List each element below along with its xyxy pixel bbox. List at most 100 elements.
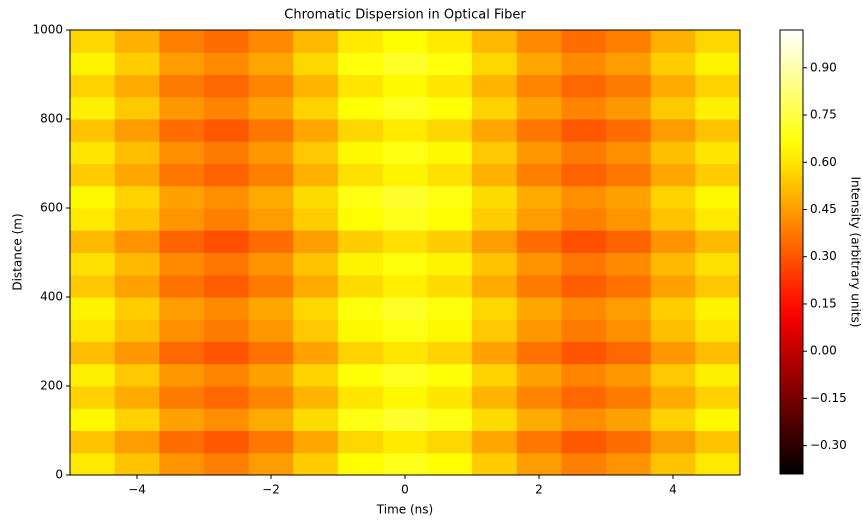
heatmap-cell bbox=[427, 208, 473, 231]
heatmap-cell bbox=[338, 386, 384, 409]
heatmap-cell bbox=[472, 363, 518, 387]
heatmap-cell bbox=[114, 52, 160, 75]
heatmap-cell bbox=[338, 208, 384, 231]
colorbar-label: Intensity (arbitrary units) bbox=[849, 177, 863, 328]
heatmap-cell bbox=[695, 163, 741, 187]
heatmap-cell bbox=[516, 30, 562, 53]
heatmap-cell bbox=[159, 252, 205, 276]
heatmap-cell bbox=[114, 452, 160, 476]
heatmap-cell bbox=[427, 141, 473, 164]
heatmap-cell bbox=[382, 185, 428, 209]
heatmap-cell bbox=[695, 74, 741, 98]
heatmap-cell bbox=[382, 230, 428, 253]
heatmap-cell bbox=[114, 430, 160, 454]
heatmap-cell bbox=[650, 30, 696, 53]
heatmap-cell bbox=[338, 408, 384, 431]
heatmap-cell bbox=[204, 230, 250, 253]
heatmap-cell bbox=[293, 252, 339, 276]
heatmap-cell bbox=[650, 341, 696, 365]
heatmap-cell bbox=[159, 319, 205, 342]
heatmap-cell bbox=[427, 230, 473, 253]
heatmap-cell bbox=[248, 52, 294, 75]
heatmap-cell bbox=[159, 208, 205, 231]
heatmap-cell bbox=[248, 119, 294, 142]
heatmap-cell bbox=[561, 363, 607, 387]
heatmap-cell bbox=[204, 185, 250, 209]
heatmap-cell bbox=[293, 341, 339, 365]
heatmap-cell bbox=[70, 52, 116, 75]
heatmap-cell bbox=[561, 319, 607, 342]
heatmap-cell bbox=[293, 363, 339, 387]
heatmap-cell bbox=[293, 74, 339, 98]
heatmap-cell bbox=[695, 141, 741, 164]
heatmap-cell bbox=[427, 319, 473, 342]
heatmap-cell bbox=[338, 96, 384, 120]
heatmap-cell bbox=[382, 96, 428, 120]
heatmap-cell bbox=[248, 363, 294, 387]
heatmap-cell bbox=[114, 119, 160, 142]
heatmap-cell bbox=[561, 74, 607, 98]
heatmap-cell bbox=[695, 208, 741, 231]
heatmap-cell bbox=[382, 163, 428, 187]
heatmap-cell bbox=[248, 230, 294, 253]
heatmap-cell bbox=[427, 119, 473, 142]
heatmap-cell bbox=[650, 185, 696, 209]
heatmap-cell bbox=[650, 363, 696, 387]
x-tick-label: −2 bbox=[262, 483, 280, 497]
y-tick-label: 800 bbox=[40, 112, 63, 126]
heatmap-cell bbox=[427, 297, 473, 320]
heatmap-cell bbox=[427, 74, 473, 98]
heatmap-cell bbox=[382, 363, 428, 387]
heatmap-cell bbox=[427, 408, 473, 431]
heatmap-cell bbox=[114, 163, 160, 187]
heatmap-cell bbox=[338, 52, 384, 75]
heatmap-cell bbox=[204, 52, 250, 75]
heatmap-cell bbox=[293, 274, 339, 298]
heatmap-cell bbox=[293, 430, 339, 454]
heatmap-cell bbox=[695, 30, 741, 53]
heatmap-cell bbox=[606, 363, 652, 387]
heatmap-cell bbox=[293, 119, 339, 142]
y-axis-label: Distance (m) bbox=[11, 213, 25, 290]
heatmap-cell bbox=[114, 341, 160, 365]
y-tick-label: 400 bbox=[40, 290, 63, 304]
heatmap-cell bbox=[248, 74, 294, 98]
heatmap-cell bbox=[293, 230, 339, 253]
heatmap-cell bbox=[472, 297, 518, 320]
heatmap-cell bbox=[114, 208, 160, 231]
colorbar-tick-label: 0.60 bbox=[810, 155, 837, 169]
heatmap-cell bbox=[561, 341, 607, 365]
heatmap-cell bbox=[516, 119, 562, 142]
heatmap-cell bbox=[248, 386, 294, 409]
heatmap-cell bbox=[516, 74, 562, 98]
heatmap-cell bbox=[204, 341, 250, 365]
heatmap-cell bbox=[695, 452, 741, 476]
colorbar-tick-label: −0.30 bbox=[810, 438, 847, 452]
heatmap-cell bbox=[70, 208, 116, 231]
heatmap-cell bbox=[114, 252, 160, 276]
heatmap-cell bbox=[561, 430, 607, 454]
heatmap-cell bbox=[70, 96, 116, 120]
heatmap-cell bbox=[248, 408, 294, 431]
heatmap-cell bbox=[70, 252, 116, 276]
heatmap-cell bbox=[159, 141, 205, 164]
heatmap-cell bbox=[114, 297, 160, 320]
heatmap-cell bbox=[293, 141, 339, 164]
heatmap-cell bbox=[248, 141, 294, 164]
y-tick-label: 600 bbox=[40, 201, 63, 215]
heatmap-cell bbox=[338, 430, 384, 454]
heatmap-cell bbox=[293, 52, 339, 75]
heatmap-cell bbox=[606, 408, 652, 431]
heatmap-cell bbox=[338, 363, 384, 387]
heatmap-cell bbox=[204, 452, 250, 476]
heatmap-cell bbox=[561, 230, 607, 253]
heatmap-cell bbox=[650, 452, 696, 476]
heatmap-cell bbox=[70, 363, 116, 387]
heatmap-cell bbox=[650, 96, 696, 120]
heatmap-cell bbox=[472, 208, 518, 231]
heatmap-cell bbox=[248, 208, 294, 231]
heatmap-cell bbox=[204, 141, 250, 164]
heatmap-cell bbox=[516, 386, 562, 409]
heatmap-cell bbox=[606, 96, 652, 120]
heatmap-cell bbox=[338, 163, 384, 187]
